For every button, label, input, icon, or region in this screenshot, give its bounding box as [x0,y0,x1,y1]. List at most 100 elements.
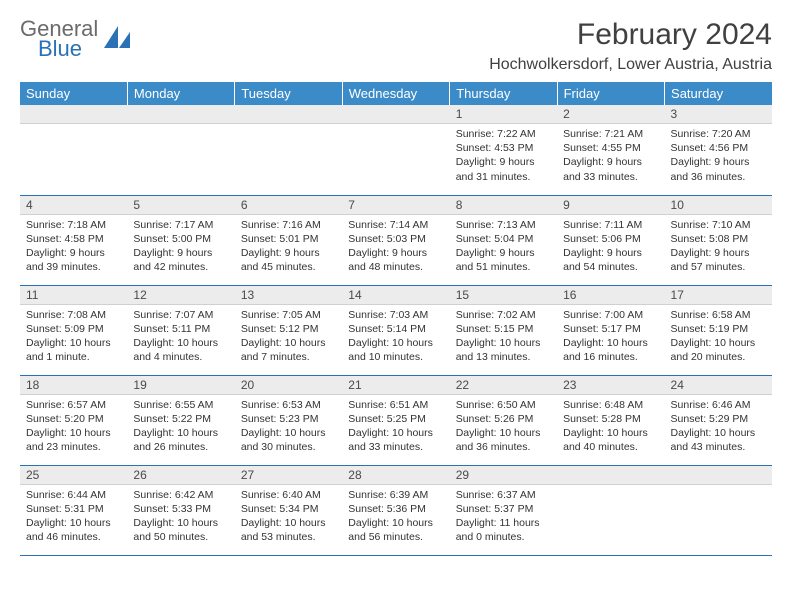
daylight-text-1: Daylight: 9 hours [671,155,766,169]
sunset-text: Sunset: 5:23 PM [241,412,336,426]
day-header: Thursday [450,82,557,105]
calendar-body: 1Sunrise: 7:22 AMSunset: 4:53 PMDaylight… [20,105,772,555]
sunrise-text: Sunrise: 6:57 AM [26,398,121,412]
sunset-text: Sunset: 5:08 PM [671,232,766,246]
logo-word-blue: Blue [38,38,98,60]
logo-text: General Blue [20,18,98,60]
daylight-text-2: and 31 minutes. [456,170,551,184]
calendar-day-cell: 29Sunrise: 6:37 AMSunset: 5:37 PMDayligh… [450,465,557,555]
calendar-day-cell: 2Sunrise: 7:21 AMSunset: 4:55 PMDaylight… [557,105,664,195]
daylight-text-2: and 42 minutes. [133,260,228,274]
day-number: 19 [127,376,234,395]
day-details: Sunrise: 7:11 AMSunset: 5:06 PMDaylight:… [557,215,664,279]
daylight-text-2: and 7 minutes. [241,350,336,364]
daylight-text-2: and 36 minutes. [671,170,766,184]
calendar-day-cell: 4Sunrise: 7:18 AMSunset: 4:58 PMDaylight… [20,195,127,285]
sunset-text: Sunset: 5:11 PM [133,322,228,336]
daylight-text-2: and 26 minutes. [133,440,228,454]
day-number: 21 [342,376,449,395]
sunrise-text: Sunrise: 7:13 AM [456,218,551,232]
day-header: Friday [557,82,664,105]
daylight-text-1: Daylight: 10 hours [241,426,336,440]
calendar-day-cell: 19Sunrise: 6:55 AMSunset: 5:22 PMDayligh… [127,375,234,465]
day-number: 11 [20,286,127,305]
daylight-text-2: and 36 minutes. [456,440,551,454]
calendar-day-cell: 14Sunrise: 7:03 AMSunset: 5:14 PMDayligh… [342,285,449,375]
calendar-week-row: 1Sunrise: 7:22 AMSunset: 4:53 PMDaylight… [20,105,772,195]
calendar-day-cell: 10Sunrise: 7:10 AMSunset: 5:08 PMDayligh… [665,195,772,285]
daylight-text-2: and 13 minutes. [456,350,551,364]
day-details: Sunrise: 7:16 AMSunset: 5:01 PMDaylight:… [235,215,342,279]
day-details: Sunrise: 6:39 AMSunset: 5:36 PMDaylight:… [342,485,449,549]
calendar-day-cell [665,465,772,555]
calendar-day-cell: 22Sunrise: 6:50 AMSunset: 5:26 PMDayligh… [450,375,557,465]
daylight-text-1: Daylight: 10 hours [671,336,766,350]
day-details: Sunrise: 6:51 AMSunset: 5:25 PMDaylight:… [342,395,449,459]
day-details: Sunrise: 7:18 AMSunset: 4:58 PMDaylight:… [20,215,127,279]
calendar-day-cell: 28Sunrise: 6:39 AMSunset: 5:36 PMDayligh… [342,465,449,555]
day-number: 14 [342,286,449,305]
sunset-text: Sunset: 5:17 PM [563,322,658,336]
header: General Blue February 2024 Hochwolkersdo… [20,18,772,74]
day-header: Monday [127,82,234,105]
calendar-day-cell: 8Sunrise: 7:13 AMSunset: 5:04 PMDaylight… [450,195,557,285]
day-number: 27 [235,466,342,485]
daylight-text-1: Daylight: 10 hours [456,426,551,440]
sunset-text: Sunset: 4:53 PM [456,141,551,155]
day-details: Sunrise: 7:13 AMSunset: 5:04 PMDaylight:… [450,215,557,279]
sunset-text: Sunset: 5:19 PM [671,322,766,336]
day-number: 1 [450,105,557,124]
sunrise-text: Sunrise: 7:14 AM [348,218,443,232]
sunset-text: Sunset: 5:12 PM [241,322,336,336]
daylight-text-1: Daylight: 10 hours [26,516,121,530]
daylight-text-1: Daylight: 10 hours [563,426,658,440]
day-number [342,105,449,124]
calendar-day-cell [20,105,127,195]
day-number: 15 [450,286,557,305]
sunset-text: Sunset: 5:03 PM [348,232,443,246]
sunrise-text: Sunrise: 7:21 AM [563,127,658,141]
day-number [127,105,234,124]
day-number: 9 [557,196,664,215]
sunrise-text: Sunrise: 6:50 AM [456,398,551,412]
calendar-day-cell: 11Sunrise: 7:08 AMSunset: 5:09 PMDayligh… [20,285,127,375]
calendar-day-cell: 17Sunrise: 6:58 AMSunset: 5:19 PMDayligh… [665,285,772,375]
calendar-week-row: 11Sunrise: 7:08 AMSunset: 5:09 PMDayligh… [20,285,772,375]
daylight-text-2: and 4 minutes. [133,350,228,364]
calendar-header-row: SundayMondayTuesdayWednesdayThursdayFrid… [20,82,772,105]
sunset-text: Sunset: 5:22 PM [133,412,228,426]
day-details: Sunrise: 7:05 AMSunset: 5:12 PMDaylight:… [235,305,342,369]
logo-mark-icon [104,26,134,53]
daylight-text-1: Daylight: 9 hours [671,246,766,260]
daylight-text-2: and 56 minutes. [348,530,443,544]
day-number: 3 [665,105,772,124]
calendar-day-cell: 16Sunrise: 7:00 AMSunset: 5:17 PMDayligh… [557,285,664,375]
daylight-text-2: and 48 minutes. [348,260,443,274]
calendar-day-cell [557,465,664,555]
daylight-text-1: Daylight: 10 hours [26,426,121,440]
calendar-day-cell: 3Sunrise: 7:20 AMSunset: 4:56 PMDaylight… [665,105,772,195]
day-details: Sunrise: 6:40 AMSunset: 5:34 PMDaylight:… [235,485,342,549]
sunset-text: Sunset: 5:00 PM [133,232,228,246]
day-number: 16 [557,286,664,305]
sunrise-text: Sunrise: 7:02 AM [456,308,551,322]
calendar-day-cell: 1Sunrise: 7:22 AMSunset: 4:53 PMDaylight… [450,105,557,195]
daylight-text-2: and 39 minutes. [26,260,121,274]
calendar-week-row: 25Sunrise: 6:44 AMSunset: 5:31 PMDayligh… [20,465,772,555]
sunset-text: Sunset: 5:29 PM [671,412,766,426]
daylight-text-2: and 43 minutes. [671,440,766,454]
daylight-text-1: Daylight: 9 hours [456,246,551,260]
day-number: 6 [235,196,342,215]
day-details: Sunrise: 7:17 AMSunset: 5:00 PMDaylight:… [127,215,234,279]
day-details: Sunrise: 6:53 AMSunset: 5:23 PMDaylight:… [235,395,342,459]
sunset-text: Sunset: 4:55 PM [563,141,658,155]
sunrise-text: Sunrise: 6:55 AM [133,398,228,412]
day-number: 28 [342,466,449,485]
day-number: 17 [665,286,772,305]
daylight-text-1: Daylight: 10 hours [348,336,443,350]
day-details: Sunrise: 7:03 AMSunset: 5:14 PMDaylight:… [342,305,449,369]
logo: General Blue [20,18,134,60]
day-number [665,466,772,485]
sunset-text: Sunset: 5:09 PM [26,322,121,336]
daylight-text-1: Daylight: 10 hours [26,336,121,350]
